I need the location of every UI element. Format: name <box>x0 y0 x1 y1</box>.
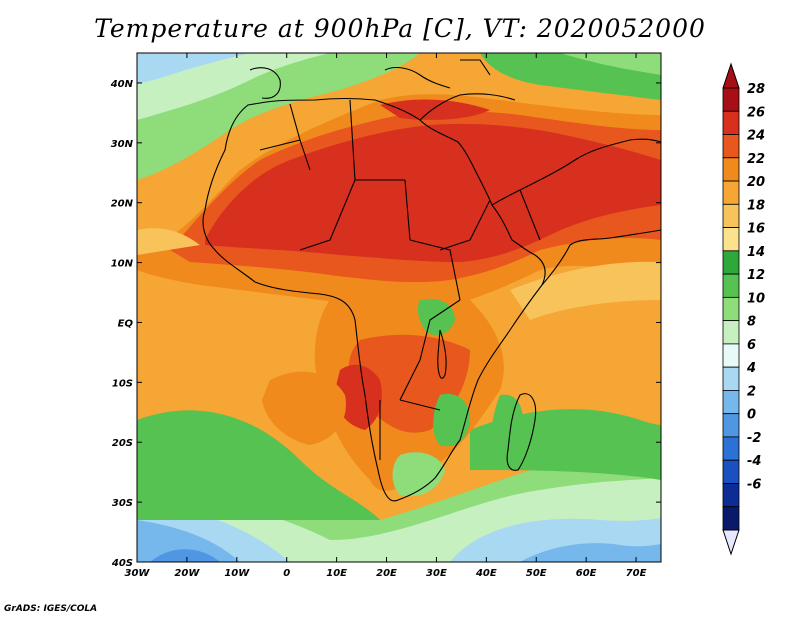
x-tick-label: 10W <box>224 568 250 579</box>
x-tick-label: 0 <box>283 568 290 579</box>
colorbar-box <box>722 459 740 484</box>
colorbar-box <box>722 180 740 205</box>
x-tick-label: 30E <box>426 568 447 579</box>
x-tick-label: 60E <box>576 568 597 579</box>
colorbar-box <box>722 110 740 135</box>
x-tick-label: 10E <box>326 568 347 579</box>
y-tick-label: 40S <box>111 558 133 569</box>
x-tick-label: 30W <box>125 568 151 579</box>
y-tick-label: 20N <box>111 199 134 210</box>
colorbar-label: -6 <box>747 477 761 492</box>
x-tick-label: 20W <box>174 568 200 579</box>
x-tick-label: 50E <box>526 568 547 579</box>
colorbar-label: 2 <box>747 384 756 399</box>
colorbar-box <box>722 157 740 182</box>
colorbar-box <box>722 296 740 322</box>
credit-label: GrADS: IGES/COLA <box>4 604 98 614</box>
colorbar-label: 26 <box>747 105 765 120</box>
y-tick-label: 20S <box>112 438 133 449</box>
colorbar-label: 6 <box>747 338 756 353</box>
x-tick-label: 20E <box>376 568 397 579</box>
colorbar-label: 0 <box>747 408 756 423</box>
x-axis: 30W 20W 10W 0 10E 20E 30E 40E 50E 60E 70E <box>125 53 647 579</box>
temperature-field <box>137 53 661 562</box>
colorbar-label: 28 <box>747 82 765 97</box>
colorbar-box <box>722 320 740 345</box>
colorbar-box <box>722 436 740 461</box>
colorbar-box <box>722 273 740 298</box>
colorbar-box <box>722 413 740 438</box>
colorbar-label: 4 <box>746 361 756 376</box>
y-tick-label: 40N <box>110 79 134 90</box>
colorbar-label: 16 <box>747 222 765 237</box>
colorbar-bottom-arrow <box>722 529 740 556</box>
colorbar-label: 14 <box>747 245 765 260</box>
colorbar-label: 22 <box>747 152 765 167</box>
colorbar-label: 10 <box>747 291 765 306</box>
colorbar-label: 8 <box>747 315 756 330</box>
colorbar-label: 18 <box>747 198 765 213</box>
y-tick-label: 10N <box>111 259 134 270</box>
colorbar-label: -2 <box>747 431 761 446</box>
colorbar-box <box>722 203 740 228</box>
y-tick-label: 30S <box>112 498 133 509</box>
colorbar-box <box>722 506 740 531</box>
colorbar-label: 24 <box>747 129 765 144</box>
colorbar-box <box>722 134 740 159</box>
colorbar-label: 20 <box>747 175 765 190</box>
colorbar-top-arrow <box>722 62 740 89</box>
colorbar-box <box>722 87 740 112</box>
x-tick-label: 70E <box>626 568 647 579</box>
colorbar-box <box>722 227 740 252</box>
x-tick-label: 40E <box>475 568 497 579</box>
y-axis: 40S 30S 20S 10S EQ 10N 20N 30N 40N <box>110 79 661 569</box>
chart-title: Temperature at 900hPa [C], VT: 202005200… <box>94 14 706 43</box>
colorbar-box <box>722 366 740 391</box>
colorbar-box <box>722 250 740 275</box>
colorbar-box <box>722 483 740 508</box>
colorbar-label: -4 <box>747 454 761 469</box>
y-tick-label: 30N <box>111 139 134 150</box>
y-tick-label: 10S <box>112 378 133 389</box>
colorbar-box <box>722 343 740 368</box>
y-tick-label: EQ <box>118 318 134 329</box>
map-frame <box>136 52 662 563</box>
coastlines <box>202 59 661 502</box>
colorbar-label: 12 <box>747 268 765 283</box>
colorbar-box <box>722 390 740 415</box>
